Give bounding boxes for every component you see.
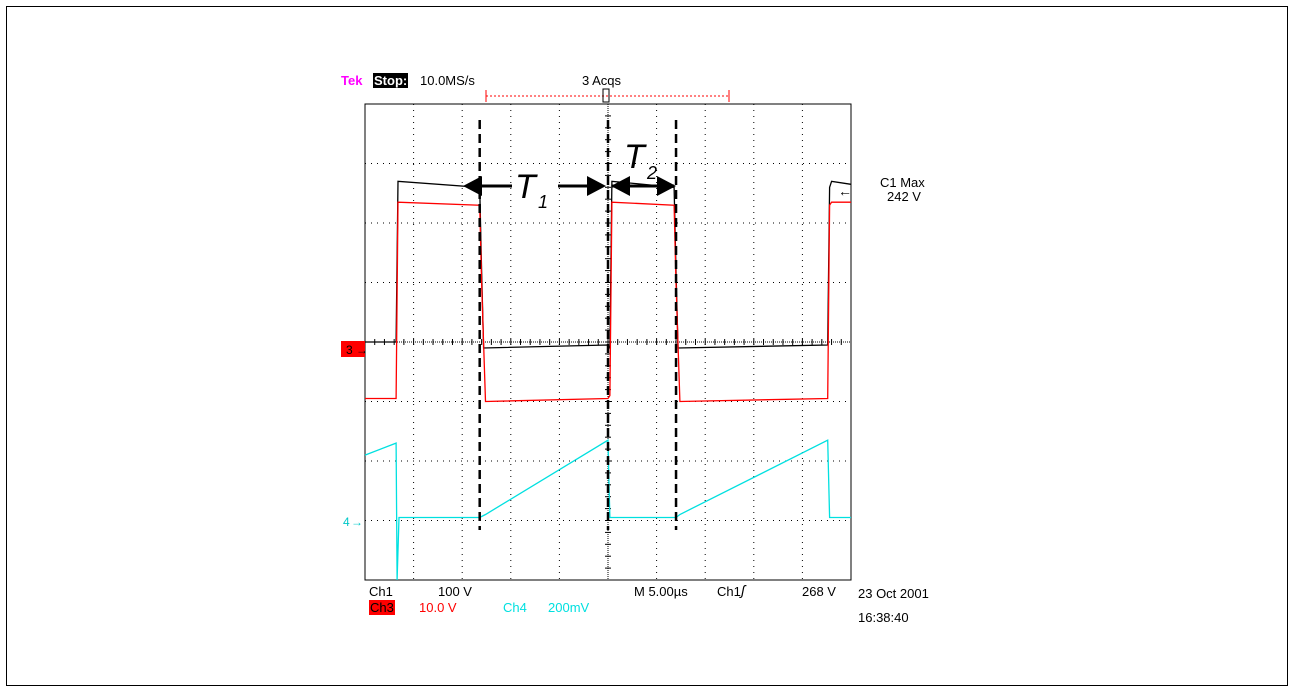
ch3-marker: 3: [346, 343, 353, 357]
cursor-lines: [478, 120, 678, 530]
acquisitions-count: 3 Acqs: [582, 73, 622, 88]
ch3-marker-badge: [341, 341, 365, 357]
ch3-arrow-icon: →: [356, 343, 368, 357]
ch4-arrow-icon: →: [351, 515, 363, 529]
t2-label: T: [624, 138, 647, 176]
trigger-level: 268 V: [802, 584, 836, 599]
timebase: M 5.00µs: [634, 584, 688, 599]
run-state-label: Stop:: [373, 73, 409, 88]
max-indicator-arrow-icon: ←: [838, 183, 852, 199]
ch3-label-badge: Ch3: [369, 600, 395, 615]
figure-frame: [6, 6, 1288, 686]
t2-right-arrow-icon: [657, 176, 676, 196]
measurement-value: 242 V: [887, 189, 921, 204]
measurement-label: C1 Max: [880, 175, 925, 190]
trigger-source: Ch1: [717, 584, 741, 599]
trace-ch3: [365, 201, 851, 403]
brand-label: Tek: [341, 73, 363, 88]
ch4-label: Ch4: [503, 600, 527, 615]
t2-annotation: T 2: [611, 138, 676, 196]
capture-time: 16:38:40: [858, 610, 909, 625]
ch4-scale: 200mV: [548, 600, 590, 615]
run-state-badge: Stop:: [373, 73, 409, 88]
t1-left-arrow-icon: [463, 176, 482, 196]
ch1-scale: 100 V: [438, 584, 472, 599]
t1-label: T: [515, 168, 538, 206]
trigger-position-icon: [602, 88, 610, 103]
t1-right-arrow-icon: [587, 176, 606, 196]
sample-rate: 10.0MS/s: [420, 73, 475, 88]
ch4-marker: 4: [343, 515, 350, 529]
t2-subscript: 2: [646, 163, 657, 183]
acquisition-bar: [485, 88, 730, 103]
ch1-label: Ch1: [369, 584, 393, 599]
trigger-slope-icon: ʃ: [741, 582, 746, 598]
t1-annotation: T 1: [463, 168, 606, 212]
ch3-scale: 10.0 V: [419, 600, 457, 615]
plot-grid: [364, 103, 852, 581]
ch3-label: Ch3: [369, 600, 395, 615]
t1-subscript: 1: [538, 192, 548, 212]
t2-left-arrow-icon: [611, 176, 630, 196]
capture-date: 23 Oct 2001: [858, 586, 929, 601]
